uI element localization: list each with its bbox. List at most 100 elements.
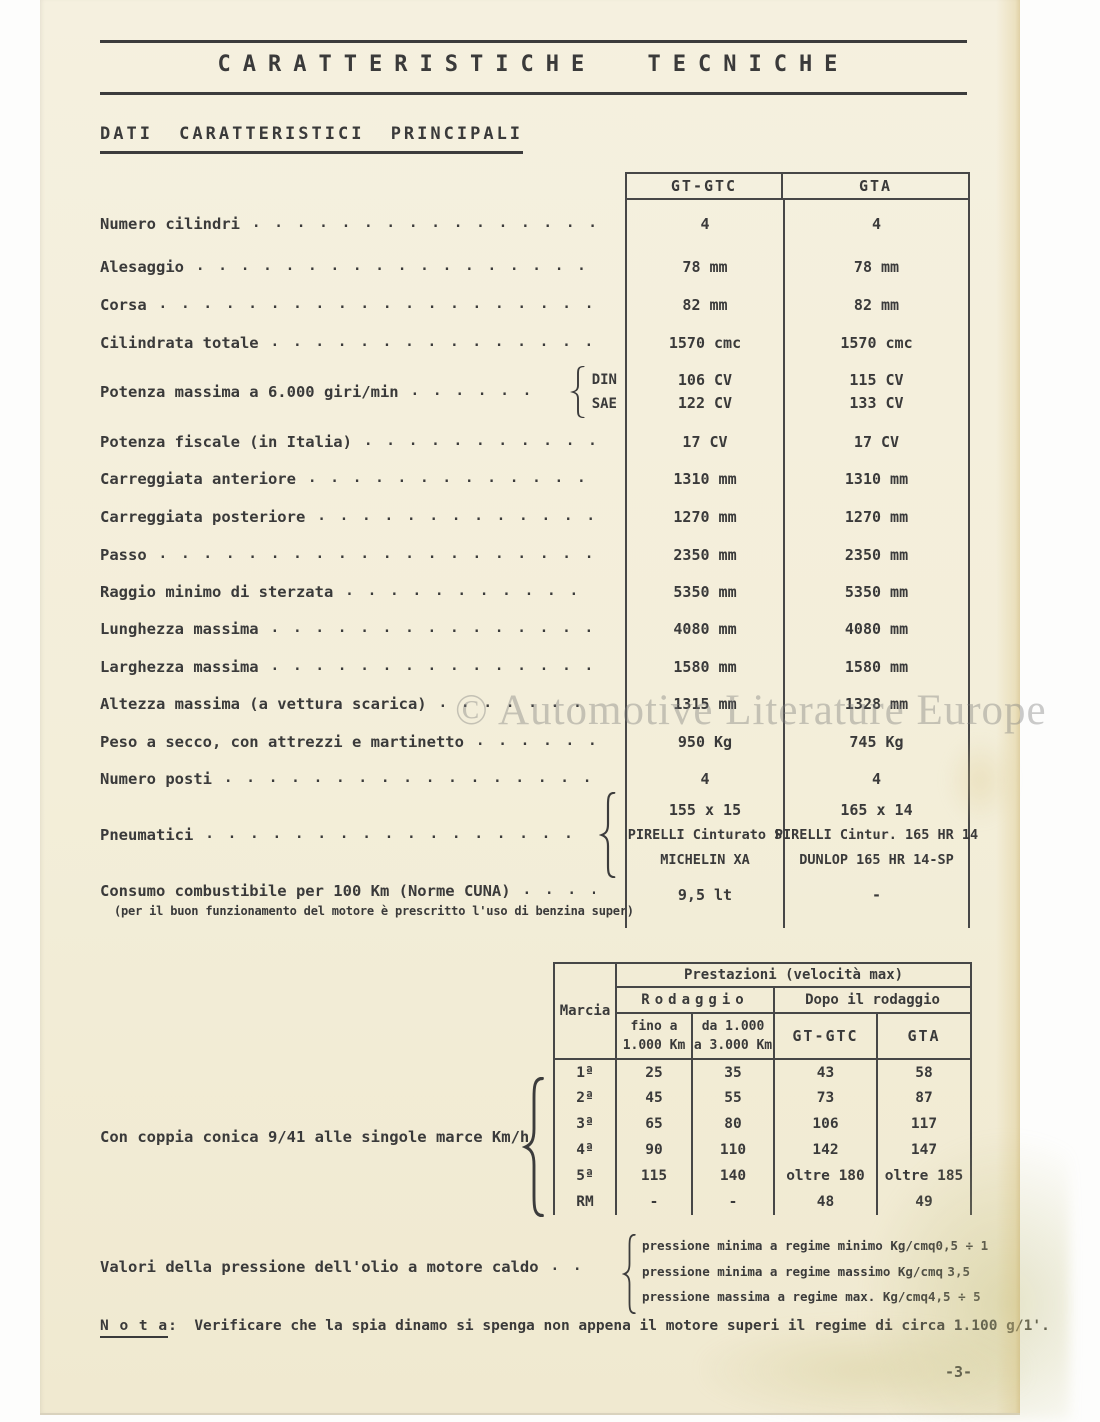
- spec-row-label: Lunghezza massima: [100, 620, 259, 638]
- dot-leader: ........................................…: [475, 733, 595, 749]
- oil-line-text: pressione massima a regime max. Kg/cmq: [642, 1289, 928, 1305]
- spec-value-gta: 1580 mm: [783, 648, 970, 685]
- spec-value-gt-gtc: 82 mm: [625, 286, 783, 324]
- speed-value: 110: [691, 1137, 775, 1163]
- speed-value: 87: [875, 1085, 973, 1111]
- spec-row-label-cell: Raggio minimo di sterzata...............…: [40, 573, 625, 610]
- prestazioni-rodaggio-header: Rodaggio: [615, 986, 775, 1014]
- spec-value-gta: 1270 mm: [783, 498, 970, 536]
- speed-value: 90: [615, 1137, 693, 1163]
- speed-value: oltre 185: [875, 1163, 973, 1189]
- spec-row-label-cell: Consumo combustibile per 100 Km (Norme C…: [40, 874, 634, 928]
- spec-value-gta: 17 CV: [783, 423, 970, 460]
- dot-leader: ........................................…: [205, 826, 589, 842]
- spec-row-label: Alesaggio: [100, 258, 184, 276]
- prestazioni-col-gta: GTA: [875, 1012, 973, 1060]
- spec-row-label-line: Carreggiata anteriore...................…: [100, 470, 617, 488]
- spec-value-gt-gtc: 17 CV: [625, 423, 783, 460]
- spec-row-label-cell: Carreggiata posteriore..................…: [40, 498, 625, 536]
- spec-row: Pneumatici..............................…: [40, 792, 978, 878]
- spec-row-label-cell: Pneumatici..............................…: [40, 792, 625, 878]
- prestazioni-col-da: da 1.000 a 3.000 Km: [691, 1012, 775, 1060]
- spec-row-label-line: Potenza fiscale (in Italia).............…: [100, 433, 617, 451]
- spec-row: Potenza fiscale (in Italia).............…: [40, 423, 970, 460]
- sub-label: SAE: [591, 396, 617, 412]
- speed-value: 65: [615, 1111, 693, 1137]
- spec-value-gt-gtc: 1270 mm: [625, 498, 783, 536]
- spec-row-label-line: Carreggiata posteriore..................…: [100, 508, 617, 526]
- value-line: 155 x 15: [668, 800, 742, 819]
- section-title: DATI CARATTERISTICI PRINCIPALI: [100, 124, 524, 154]
- spec-row-label-cell: Potenza massima a 6.000 giri/min........…: [40, 361, 625, 423]
- value-line: PIRELLI Cintur. 165 HR 14: [774, 826, 979, 843]
- sub-label: DIN: [591, 372, 617, 388]
- page-number: -3-: [945, 1363, 973, 1381]
- col-fino-line2: 1.000 Km: [622, 1038, 686, 1053]
- spec-row-label-cell: Corsa...................................…: [40, 286, 625, 324]
- dot-leader: ........................................…: [522, 882, 595, 898]
- prestazioni-row: 1ª 25 35 43 58: [553, 1059, 973, 1085]
- curly-brace-icon: [599, 792, 616, 878]
- spec-row-label: Altezza massima (a vettura scarica): [100, 695, 427, 713]
- spec-row: Potenza massima a 6.000 giri/min........…: [40, 361, 970, 423]
- col-da-line2: a 3.000 Km: [693, 1038, 773, 1053]
- spec-row-label-cell: Carreggiata anteriore...................…: [40, 460, 625, 498]
- spec-table-column-header: GT-GTC GTA: [625, 172, 970, 200]
- curly-brace-icon: [569, 366, 585, 418]
- prestazioni-row: 5ª 115 140 oltre 180 oltre 185: [553, 1163, 973, 1189]
- spec-row: Alesaggio...............................…: [40, 248, 970, 286]
- spec-row-label: Raggio minimo di sterzata: [100, 582, 334, 601]
- spec-row-label: Peso a secco, con attrezzi e martinetto: [100, 733, 464, 751]
- spec-row-label-cell: Peso a secco, con attrezzi e martinetto.…: [40, 723, 625, 761]
- oil-line-text: pressione minima a regime massimo Kg/cmq: [642, 1263, 944, 1279]
- value-line: 133 CV: [849, 394, 904, 412]
- gear-label: 4ª: [553, 1137, 617, 1163]
- oil-pressure-label: Valori della pressione dell'olio a motor…: [100, 1258, 539, 1276]
- oil-pressure-line: pressione massima a regime max. Kg/cmq 4…: [642, 1284, 981, 1310]
- speed-value: 49: [875, 1189, 973, 1215]
- spec-row: Numero posti............................…: [40, 761, 970, 796]
- spec-value-gt-gtc: 950 Kg: [625, 723, 783, 761]
- spec-row-label-line: Consumo combustibile per 100 Km (Norme C…: [100, 882, 617, 900]
- spec-row: Corsa...................................…: [40, 286, 970, 324]
- dot-leader: ........................................…: [196, 258, 595, 274]
- oil-pressure-values: pressione minima a regime minimo Kg/cmq …: [642, 1233, 988, 1310]
- spec-value-gt-gtc: 1315 mm: [625, 685, 783, 723]
- spec-row: Lunghezza massima.......................…: [40, 610, 970, 648]
- spec-value-gta: 2350 mm: [783, 536, 970, 573]
- dot-leader: ........................................…: [438, 695, 595, 711]
- spec-row-label: Passo: [100, 545, 147, 564]
- dot-leader: ........................................…: [270, 333, 595, 350]
- dot-leader: ........................................…: [550, 1258, 593, 1274]
- dot-leader: ........................................…: [270, 657, 595, 674]
- spec-value-gta: 5350 mm: [783, 573, 970, 610]
- spec-row: Carreggiata anteriore...................…: [40, 460, 970, 498]
- spec-row-label-cell: Cilindrata totale.......................…: [40, 324, 625, 361]
- prestazioni-dopo-header: Dopo il rodaggio: [772, 986, 973, 1014]
- spec-row-label-cell: Numero cilindri.........................…: [40, 200, 625, 248]
- spec-row-label: Numero posti: [100, 769, 212, 788]
- spec-row-label: Cilindrata totale: [100, 333, 259, 352]
- spec-row: Larghezza massima.......................…: [40, 648, 970, 685]
- title-rule-bottom: [100, 92, 967, 95]
- con-coppia-label: Con coppia conica 9/41 alle singole marc…: [100, 1128, 530, 1146]
- speed-value: 106: [773, 1111, 878, 1137]
- spec-row: Altezza massima (a vettura scarica).....…: [40, 685, 970, 723]
- gear-label: 3ª: [553, 1111, 617, 1137]
- page-title: CARATTERISTICHE TECNICHE: [217, 52, 850, 77]
- oil-line-value: 3,5: [947, 1263, 970, 1279]
- spec-row-label-cell: Lunghezza massima.......................…: [40, 610, 625, 648]
- spec-row-label-line: Altezza massima (a vettura scarica).....…: [100, 695, 617, 713]
- dot-leader: ........................................…: [223, 769, 595, 786]
- spec-value-gta: 4: [783, 761, 970, 796]
- spec-row-label: Potenza fiscale (in Italia): [100, 432, 352, 451]
- value-line: 165 x 14: [840, 800, 913, 819]
- spec-row-label-line: Numero posti............................…: [100, 770, 617, 788]
- oil-pressure-line: pressione minima a regime minimo Kg/cmq …: [642, 1233, 988, 1259]
- value-line: PIRELLI Cinturato S: [627, 826, 783, 843]
- speed-value: 142: [773, 1137, 878, 1163]
- gear-label: RM: [553, 1189, 617, 1215]
- speed-value: -: [615, 1189, 693, 1215]
- spec-value-gt-gtc: 5350 mm: [625, 573, 783, 610]
- spec-value-gta: 165 x 14 PIRELLI Cintur. 165 HR 14 DUNLOP …: [775, 796, 978, 874]
